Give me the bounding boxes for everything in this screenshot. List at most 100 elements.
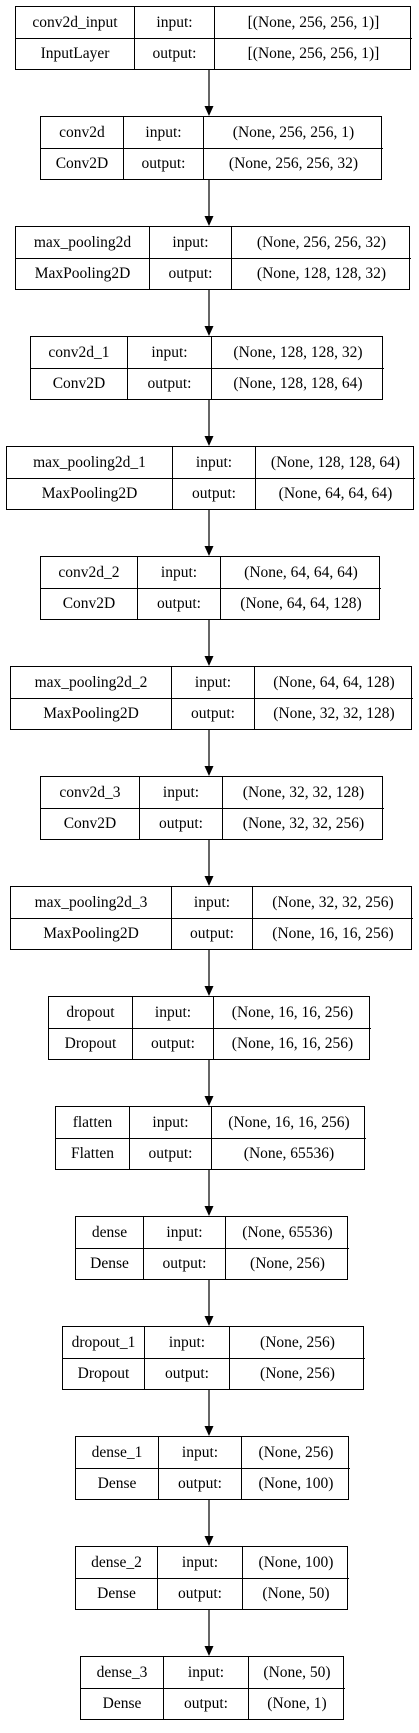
arrow-head-icon [204, 1426, 214, 1436]
arrow-head-icon [204, 766, 214, 776]
layer-type: MaxPooling2D [43, 705, 139, 722]
layer-input-row: max_pooling2d_3 input: (None, 32, 32, 256) [11, 887, 413, 918]
arrow-head-icon [204, 546, 214, 556]
output-shape: (None, 64, 64, 128) [220, 589, 381, 619]
layer-output-row: InputLayer output: [(None, 256, 256, 1)] [16, 38, 412, 69]
layer-input-row: dense_3 input: (None, 50) [81, 1657, 345, 1688]
layer-name: dropout_1 [71, 1333, 136, 1351]
layer-output-row: Dropout output: (None, 16, 16, 256) [49, 1028, 371, 1059]
layer-name: max_pooling2d_3 [34, 893, 148, 911]
input-shape: (None, 50) [248, 1657, 345, 1688]
layer-type: Dense [97, 1585, 136, 1602]
input-shape: (None, 256) [229, 1327, 365, 1358]
layer-node-dense-1: dense_1 input: (None, 256) Dense output: (Non… [75, 1436, 350, 1500]
layer-type: MaxPooling2D [41, 485, 138, 502]
input-label: input: [129, 1107, 211, 1138]
layer-output-row: Dropout output: (None, 256) [63, 1358, 365, 1389]
input-shape: (None, 65536) [225, 1217, 349, 1248]
input-label: input: [171, 887, 252, 918]
output-shape: (None, 256) [229, 1359, 365, 1389]
input-shape: (None, 16, 16, 256) [211, 1107, 366, 1138]
layer-output-row: Dense output: (None, 100) [76, 1468, 350, 1499]
layer-node-conv2d-input: conv2d_input input: [(None, 256, 256, 1)] I… [15, 6, 412, 70]
input-shape: (None, 256, 256, 1) [203, 117, 383, 148]
layer-node-flatten: flatten input: (None, 16, 16, 256) Flatten o… [55, 1106, 366, 1170]
layer-node-conv2d-1: conv2d_1 input: (None, 128, 128, 32) Conv2D… [30, 336, 384, 400]
input-label: input: [157, 1547, 242, 1578]
layer-input-row: conv2d_2 input: (None, 64, 64, 64) [41, 557, 381, 588]
layer-node-dense: dense input: (None, 65536) Dense output: (Non… [75, 1216, 349, 1280]
output-shape: (None, 256, 256, 32) [203, 149, 383, 179]
output-label: output: [132, 1029, 213, 1059]
layer-output-row: Dense output: (None, 50) [76, 1578, 349, 1609]
input-label: input: [171, 667, 254, 698]
layer-input-row: max_pooling2d_2 input: (None, 64, 64, 128) [11, 667, 413, 698]
arrow-head-icon [204, 876, 214, 886]
output-shape: (None, 1) [248, 1689, 345, 1719]
layer-name: conv2d_2 [58, 563, 120, 581]
output-shape: (None, 50) [242, 1579, 349, 1609]
arrow-head-icon [204, 106, 214, 116]
arrow-head-icon [204, 656, 214, 666]
layer-type: Dense [90, 1255, 129, 1272]
output-label: output: [172, 479, 255, 509]
layer-type: Dense [97, 1475, 137, 1492]
arrow-head-icon [204, 1536, 214, 1546]
input-shape: (None, 32, 32, 256) [252, 887, 413, 918]
layer-node-dropout: dropout input: (None, 16, 16, 256) Dropout o… [48, 996, 371, 1060]
input-shape: (None, 16, 16, 256) [213, 997, 371, 1028]
layer-type: Conv2D [55, 155, 109, 172]
layer-output-row: Dense output: (None, 256) [76, 1248, 349, 1279]
output-label: output: [127, 369, 211, 399]
output-shape: (None, 32, 32, 256) [222, 809, 384, 839]
layer-type: Dropout [77, 1365, 130, 1382]
layer-node-max-pooling2d-3: max_pooling2d_3 input: (None, 32, 32, 256)… [10, 886, 413, 950]
layer-name: dense_3 [96, 1663, 148, 1681]
layer-type: Dropout [64, 1035, 117, 1052]
layer-name: conv2d_input [32, 13, 118, 31]
layer-input-row: flatten input: (None, 16, 16, 256) [56, 1107, 366, 1138]
layer-input-row: conv2d input: (None, 256, 256, 1) [41, 117, 383, 148]
output-shape: (None, 128, 128, 32) [231, 259, 411, 289]
input-label: input: [163, 1657, 248, 1688]
layer-type: Dense [102, 1695, 142, 1712]
input-label: input: [123, 117, 203, 148]
layer-node-conv2d-3: conv2d_3 input: (None, 32, 32, 128) Conv2D o… [40, 776, 384, 840]
layer-node-max-pooling2d: max_pooling2d input: (None, 256, 256, 32) M… [15, 226, 411, 290]
input-shape: (None, 256, 256, 32) [231, 227, 411, 258]
layer-input-row: conv2d_1 input: (None, 128, 128, 32) [31, 337, 384, 368]
layer-node-conv2d-2: conv2d_2 input: (None, 64, 64, 64) Conv2D ou… [40, 556, 381, 620]
output-label: output: [163, 1689, 248, 1719]
arrow-head-icon [204, 326, 214, 336]
output-label: output: [158, 1469, 241, 1499]
output-label: output: [129, 1139, 211, 1169]
input-label: input: [149, 227, 231, 258]
output-shape: (None, 16, 16, 256) [213, 1029, 371, 1059]
arrow-head-icon [204, 986, 214, 996]
layer-output-row: Conv2D output: (None, 32, 32, 256) [41, 808, 384, 839]
layer-node-max-pooling2d-1: max_pooling2d_1 input: (None, 128, 128, 64… [6, 446, 415, 510]
input-label: input: [143, 1217, 225, 1248]
layer-input-row: max_pooling2d_1 input: (None, 128, 128, 64… [7, 447, 415, 478]
layer-input-row: dense_1 input: (None, 256) [76, 1437, 350, 1468]
output-label: output: [137, 589, 220, 619]
input-label: input: [139, 777, 222, 808]
layer-name: conv2d_1 [48, 343, 110, 361]
output-label: output: [123, 149, 203, 179]
output-label: output: [149, 259, 231, 289]
output-shape: [(None, 256, 256, 1)] [214, 39, 412, 69]
layer-type: Conv2D [52, 375, 106, 392]
layer-type: MaxPooling2D [43, 925, 139, 942]
layer-name: dense [91, 1223, 128, 1241]
arrow-head-icon [204, 436, 214, 446]
layer-node-dense-3: dense_3 input: (None, 50) Dense output: (None… [80, 1656, 345, 1720]
layer-input-row: max_pooling2d input: (None, 256, 256, 32) [16, 227, 411, 258]
layer-name: max_pooling2d_1 [33, 453, 146, 471]
layer-output-row: MaxPooling2D output: (None, 128, 128, 32) [16, 258, 411, 289]
layer-output-row: MaxPooling2D output: (None, 32, 32, 128) [11, 698, 413, 729]
arrow-head-icon [204, 1646, 214, 1656]
layer-input-row: dropout input: (None, 16, 16, 256) [49, 997, 371, 1028]
layer-type: Conv2D [62, 595, 116, 612]
